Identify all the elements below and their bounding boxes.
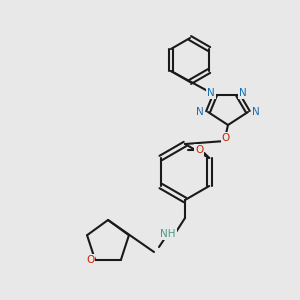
Text: O: O bbox=[86, 255, 94, 265]
Text: N: N bbox=[239, 88, 247, 98]
Text: N: N bbox=[207, 88, 215, 98]
Text: N: N bbox=[252, 107, 260, 117]
Text: O: O bbox=[195, 145, 203, 155]
Text: O: O bbox=[222, 133, 230, 143]
Text: N: N bbox=[196, 107, 204, 117]
Text: NH: NH bbox=[160, 229, 176, 239]
